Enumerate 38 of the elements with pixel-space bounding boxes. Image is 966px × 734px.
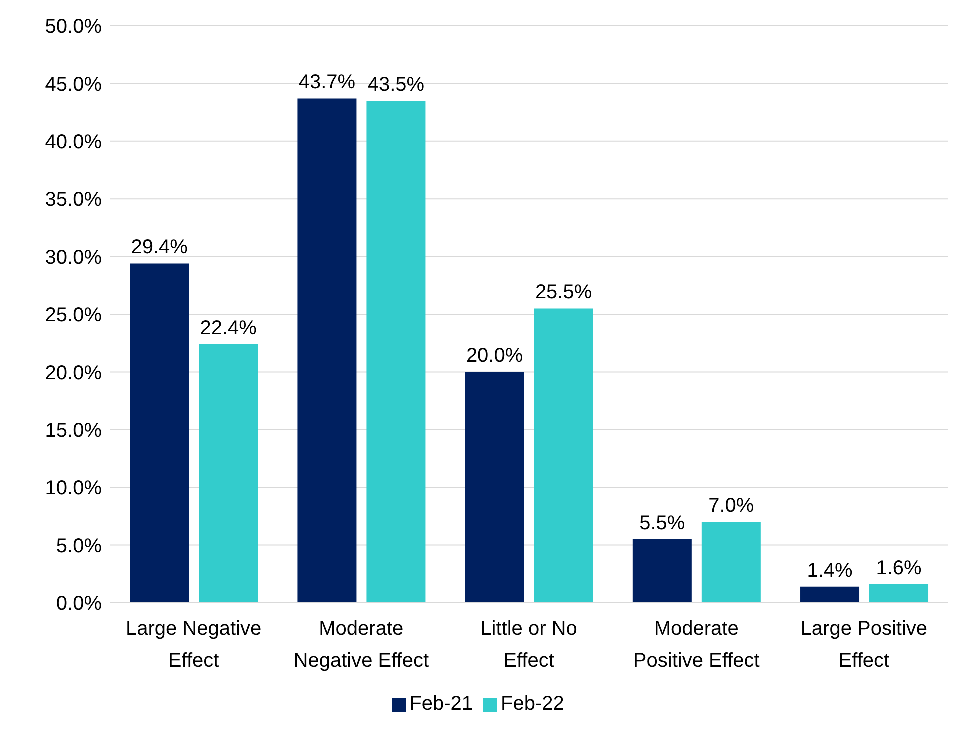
y-tick-label: 10.0% bbox=[45, 478, 102, 500]
data-label: 43.5% bbox=[368, 74, 425, 96]
data-label: 22.4% bbox=[200, 318, 258, 340]
y-tick-label: 50.0% bbox=[45, 16, 102, 38]
bar bbox=[199, 344, 258, 603]
y-tick-label: 15.0% bbox=[45, 420, 102, 442]
legend-label: Feb-22 bbox=[501, 693, 564, 715]
bar bbox=[632, 540, 692, 603]
bar bbox=[366, 101, 426, 603]
legend-label: Feb-21 bbox=[410, 693, 473, 715]
x-tick-label: Moderate Negative Effect bbox=[294, 618, 430, 672]
y-tick-label: 25.0% bbox=[45, 304, 102, 327]
y-tick-label: 45.0% bbox=[45, 74, 102, 96]
data-label: 5.5% bbox=[640, 512, 686, 535]
bar bbox=[130, 264, 190, 603]
data-label: 25.5% bbox=[535, 282, 592, 304]
x-tick-label: Large Negative Effect bbox=[126, 618, 262, 672]
data-label: 29.4% bbox=[131, 236, 188, 259]
x-tick-label: Little or No Effect bbox=[480, 618, 578, 672]
y-tick-label: 0.0% bbox=[56, 593, 102, 616]
data-label: 1.4% bbox=[807, 560, 854, 582]
data-label: 43.7% bbox=[298, 72, 356, 94]
y-tick-label: 20.0% bbox=[45, 362, 102, 384]
data-label: 7.0% bbox=[708, 495, 754, 518]
x-tick-label: Moderate Positive Effect bbox=[633, 618, 760, 672]
x-tick-label: Large Positive Effect bbox=[800, 618, 928, 672]
y-tick-label: 35.0% bbox=[45, 189, 102, 212]
bar bbox=[800, 586, 860, 603]
bar bbox=[534, 308, 594, 603]
bar bbox=[702, 522, 761, 603]
bar bbox=[465, 372, 524, 603]
bar bbox=[298, 98, 357, 603]
y-tick-label: 30.0% bbox=[45, 246, 102, 269]
y-tick-label: 5.0% bbox=[56, 535, 102, 558]
data-label: 1.6% bbox=[876, 558, 922, 580]
data-label: 20.0% bbox=[466, 345, 524, 368]
y-tick-label: 40.0% bbox=[45, 132, 102, 154]
bar bbox=[870, 584, 929, 603]
